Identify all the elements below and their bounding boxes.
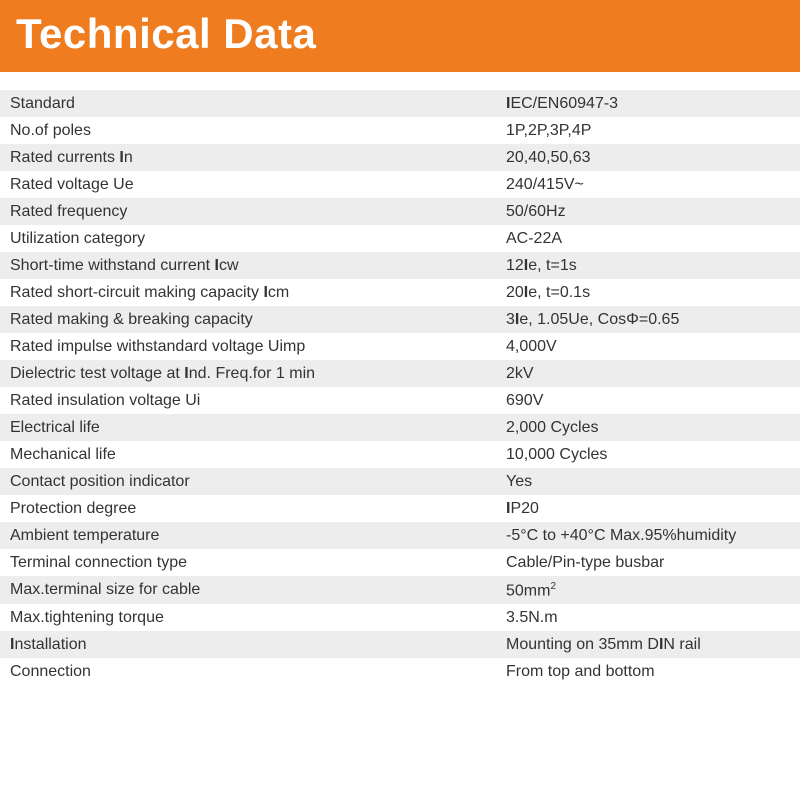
spec-value: 12Ie, t=1s <box>496 252 800 279</box>
spec-value: 2kV <box>496 360 800 387</box>
table-row: Electrical life2,000 Cycles <box>0 414 800 441</box>
page-title: Technical Data <box>16 10 784 58</box>
spec-label: Connection <box>0 658 496 685</box>
spec-value: 3.5N.m <box>496 604 800 631</box>
spec-label: Rated making & breaking capacity <box>0 306 496 333</box>
spec-value: 50/60Hz <box>496 198 800 225</box>
table-row: StandardIEC/EN60947-3 <box>0 90 800 117</box>
spec-value: 1P,2P,3P,4P <box>496 117 800 144</box>
table-row: Max.tightening torque3.5N.m <box>0 604 800 631</box>
spec-value: -5°C to +40°C Max.95%humidity <box>496 522 800 549</box>
table-row: Contact position indicatorYes <box>0 468 800 495</box>
table-row: InstallationMounting on 35mm DIN rail <box>0 631 800 658</box>
spec-value: 4,000V <box>496 333 800 360</box>
spec-value: 20Ie, t=0.1s <box>496 279 800 306</box>
spec-label: Utilization category <box>0 225 496 252</box>
technical-data-table: StandardIEC/EN60947-3No.of poles1P,2P,3P… <box>0 90 800 685</box>
spec-label: Rated short-circuit making capacity Icm <box>0 279 496 306</box>
table-row: Terminal connection typeCable/Pin-type b… <box>0 549 800 576</box>
table-row: Rated currents In20,40,50,63 <box>0 144 800 171</box>
spec-value: 690V <box>496 387 800 414</box>
table-row: Rated making & breaking capacity3Ie, 1.0… <box>0 306 800 333</box>
spec-label: Dielectric test voltage at Ind. Freq.for… <box>0 360 496 387</box>
table-row: Rated short-circuit making capacity Icm2… <box>0 279 800 306</box>
spec-label: Max.terminal size for cable <box>0 576 496 604</box>
spec-label: Rated insulation voltage Ui <box>0 387 496 414</box>
spec-value: AC-22A <box>496 225 800 252</box>
table-body: StandardIEC/EN60947-3No.of poles1P,2P,3P… <box>0 90 800 685</box>
table-row: ConnectionFrom top and bottom <box>0 658 800 685</box>
table-row: Mechanical life10,000 Cycles <box>0 441 800 468</box>
spec-value: From top and bottom <box>496 658 800 685</box>
spec-label: Ambient temperature <box>0 522 496 549</box>
spec-label: Max.tightening torque <box>0 604 496 631</box>
spec-value: 3Ie, 1.05Ue, CosΦ=0.65 <box>496 306 800 333</box>
table-row: Protection degreeIP20 <box>0 495 800 522</box>
spec-label: Mechanical life <box>0 441 496 468</box>
table-row: Max.terminal size for cable50mm2 <box>0 576 800 604</box>
table-row: Utilization categoryAC-22A <box>0 225 800 252</box>
spec-value: 10,000 Cycles <box>496 441 800 468</box>
spec-label: Rated voltage Ue <box>0 171 496 198</box>
spec-label: Rated frequency <box>0 198 496 225</box>
spec-value: Cable/Pin-type busbar <box>496 549 800 576</box>
table-row: Short-time withstand current Icw12Ie, t=… <box>0 252 800 279</box>
spec-label: Electrical life <box>0 414 496 441</box>
table-row: Ambient temperature-5°C to +40°C Max.95%… <box>0 522 800 549</box>
spec-label: Short-time withstand current Icw <box>0 252 496 279</box>
spec-label: Protection degree <box>0 495 496 522</box>
spec-label: Installation <box>0 631 496 658</box>
spec-value: 2,000 Cycles <box>496 414 800 441</box>
spec-value: IEC/EN60947-3 <box>496 90 800 117</box>
table-row: Rated impulse withstandard voltage Uimp4… <box>0 333 800 360</box>
spec-label: Contact position indicator <box>0 468 496 495</box>
spec-value: 20,40,50,63 <box>496 144 800 171</box>
spec-label: Standard <box>0 90 496 117</box>
table-row: Rated voltage Ue240/415V~ <box>0 171 800 198</box>
table-row: Rated insulation voltage Ui690V <box>0 387 800 414</box>
table-row: Dielectric test voltage at Ind. Freq.for… <box>0 360 800 387</box>
spec-value: 240/415V~ <box>496 171 800 198</box>
spec-label: No.of poles <box>0 117 496 144</box>
spec-label: Rated impulse withstandard voltage Uimp <box>0 333 496 360</box>
spec-value: Mounting on 35mm DIN rail <box>496 631 800 658</box>
spec-value: Yes <box>496 468 800 495</box>
spec-value: IP20 <box>496 495 800 522</box>
spec-label: Rated currents In <box>0 144 496 171</box>
spec-value: 50mm2 <box>496 576 800 604</box>
spec-label: Terminal connection type <box>0 549 496 576</box>
table-row: No.of poles1P,2P,3P,4P <box>0 117 800 144</box>
table-row: Rated frequency50/60Hz <box>0 198 800 225</box>
header-banner: Technical Data <box>0 0 800 72</box>
